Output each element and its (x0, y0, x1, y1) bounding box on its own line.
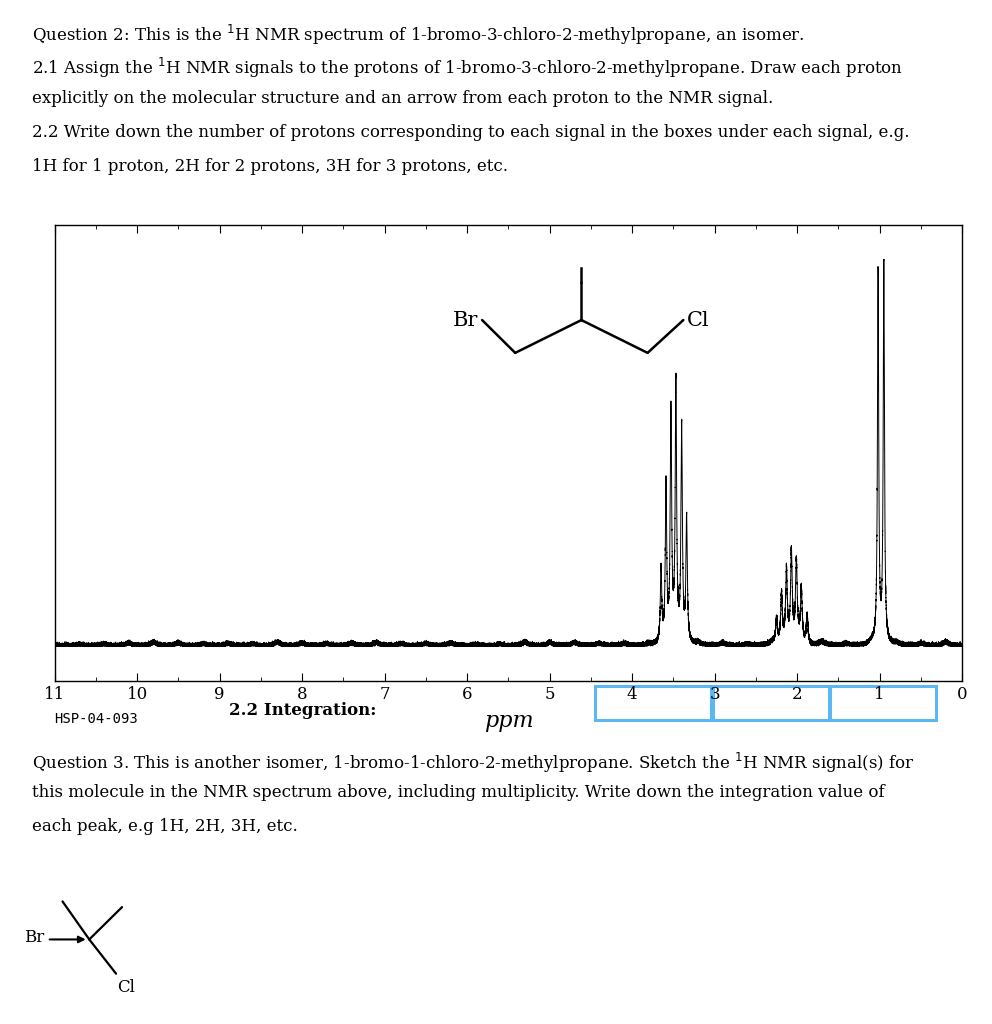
Text: Br: Br (25, 929, 45, 946)
Text: 2.2 Integration:: 2.2 Integration: (229, 702, 377, 719)
Text: each peak, e.g 1H, 2H, 3H, etc.: each peak, e.g 1H, 2H, 3H, etc. (32, 818, 298, 836)
Text: explicitly on the molecular structure and an arrow from each proton to the NMR s: explicitly on the molecular structure an… (32, 90, 773, 108)
Text: ppm: ppm (483, 710, 534, 731)
Text: 2.2 Write down the number of protons corresponding to each signal in the boxes u: 2.2 Write down the number of protons cor… (32, 124, 910, 141)
Text: Question 3. This is another isomer, 1-bromo-1-chloro-2-methylpropane. Sketch the: Question 3. This is another isomer, 1-br… (32, 751, 915, 775)
Text: Cl: Cl (117, 979, 136, 996)
Text: Br: Br (452, 310, 478, 330)
Text: Cl: Cl (687, 310, 710, 330)
Text: 2.1 Assign the $^1$H NMR signals to the protons of 1-bromo-3-chloro-2-methylprop: 2.1 Assign the $^1$H NMR signals to the … (32, 56, 903, 81)
Text: HSP-04-093: HSP-04-093 (55, 712, 138, 726)
Text: Question 2: This is the $^1$H NMR spectrum of 1-bromo-3-chloro-2-methylpropane, : Question 2: This is the $^1$H NMR spectr… (32, 23, 805, 47)
Text: 1H for 1 proton, 2H for 2 protons, 3H for 3 protons, etc.: 1H for 1 proton, 2H for 2 protons, 3H fo… (32, 158, 508, 175)
Text: this molecule in the NMR spectrum above, including multiplicity. Write down the : this molecule in the NMR spectrum above,… (32, 784, 885, 802)
